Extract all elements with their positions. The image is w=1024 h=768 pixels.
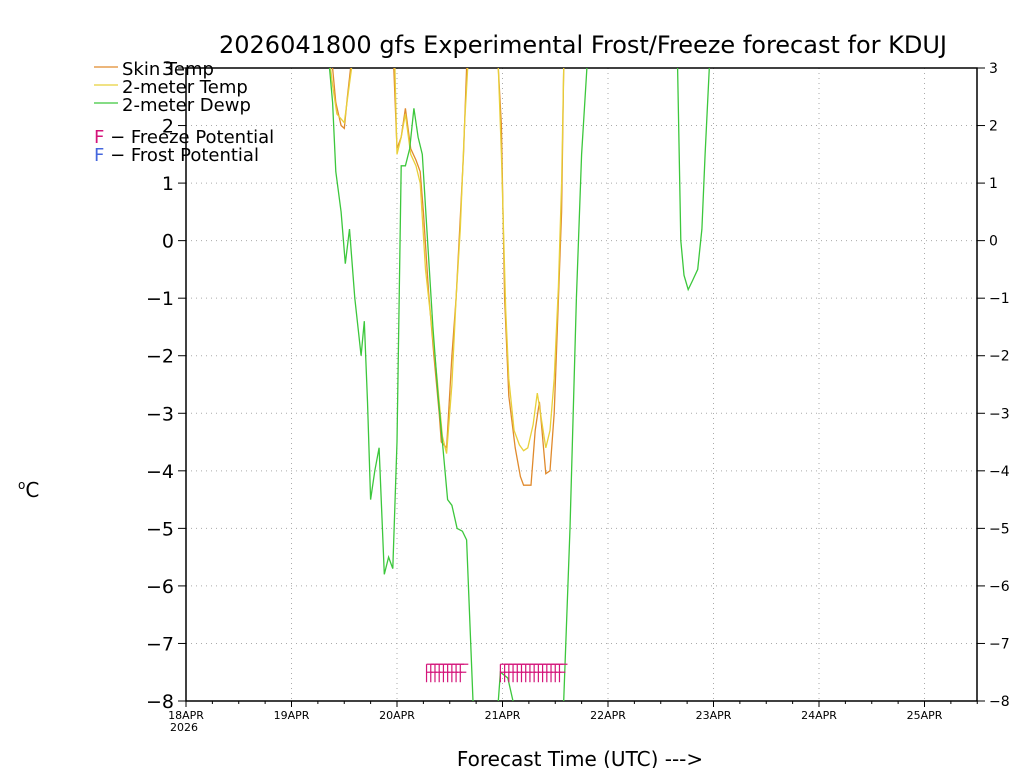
x-tick-label: 22APR xyxy=(590,709,626,722)
y-tick-label-right: 1 xyxy=(989,176,998,192)
legend-symbol: F xyxy=(94,127,104,148)
y-tick-label: 2 xyxy=(162,116,174,138)
y-tick-label-right: 2 xyxy=(989,119,998,135)
legend-description: − Freeze Potential xyxy=(104,127,274,148)
x-axis-label: Forecast Time (UTC) ---> xyxy=(457,747,703,768)
y-tick-label: −1 xyxy=(146,288,174,310)
y-tick-label-right: −8 xyxy=(989,694,1010,710)
y-tick-label: −3 xyxy=(146,403,174,425)
y-tick-label: −4 xyxy=(146,461,174,483)
y-tick-label-right: 3 xyxy=(989,61,998,77)
y-tick-label-right: −6 xyxy=(989,579,1010,595)
y-axis-unit-letter: C xyxy=(25,478,39,502)
y-axis-left: 3 2 1 0 −1 −2 −3 −4 −5 −6 −7 −8 xyxy=(146,58,186,713)
y-tick-label-right: −4 xyxy=(989,464,1010,480)
legend-label: 2-meter Dewp xyxy=(122,95,251,116)
series-line-2-meter-dewp xyxy=(676,67,710,292)
y-tick-label-right: −1 xyxy=(989,291,1010,307)
y-tick-label: −5 xyxy=(146,518,174,540)
legend-description: − Frost Potential xyxy=(104,145,259,166)
series-line-2-meter-temp xyxy=(329,67,353,125)
legend-label: F − Freeze Potential xyxy=(94,127,274,148)
y-tick-label-right: −5 xyxy=(989,521,1010,537)
legend-label: 2-meter Temp xyxy=(122,77,248,98)
y-tick-label: −8 xyxy=(146,691,174,713)
y-axis-right: 3 2 1 0 −1 −2 −3 −4 −5 −6 −7 −8 xyxy=(977,61,1010,710)
freeze-markers xyxy=(425,663,568,683)
x-tick-label: 23APR xyxy=(696,709,732,722)
y-tick-label: 1 xyxy=(162,173,174,195)
chart-title: 2026041800 gfs Experimental Frost/Freeze… xyxy=(219,31,947,59)
y-tick-label: 0 xyxy=(162,231,174,253)
y-tick-label-right: −7 xyxy=(989,636,1010,652)
legend-label: Skin Temp xyxy=(122,59,214,80)
y-tick-label: −7 xyxy=(146,633,174,655)
freeze-marker xyxy=(459,663,469,683)
series-line-2-meter-temp xyxy=(394,67,469,454)
freeze-marker xyxy=(558,663,568,683)
legend-symbol: F xyxy=(94,145,104,166)
series-line-2-meter-temp xyxy=(497,67,565,452)
x-tick-label: 24APR xyxy=(801,709,837,722)
x-tick-label: 19APR xyxy=(274,709,310,722)
y-tick-label: 3 xyxy=(162,58,174,80)
series-line-2-meter-dewp xyxy=(563,67,588,702)
y-tick-label: −6 xyxy=(146,576,174,598)
y-tick-label-right: 0 xyxy=(989,234,998,250)
y-tick-label: −2 xyxy=(146,346,174,368)
x-year-label: 2026 xyxy=(170,721,198,734)
x-tick-label: 20APR xyxy=(379,709,415,722)
y-tick-label-right: −2 xyxy=(989,349,1010,365)
series-line-2-meter-dewp xyxy=(328,67,474,702)
x-tick-label: 21APR xyxy=(485,709,521,722)
series-layer xyxy=(328,67,710,702)
legend-label: F − Frost Potential xyxy=(94,145,259,166)
series-line-skin-temp xyxy=(497,67,565,486)
x-tick-label: 25APR xyxy=(907,709,943,722)
x-axis: 18APR 19APR 20APR 21APR 22APR 23APR 24APR 25APR xyxy=(168,701,978,722)
x-tick-label: 18APR xyxy=(168,709,204,722)
series-line-skin-temp xyxy=(393,67,468,450)
y-axis-unit: oC xyxy=(18,478,39,502)
y-tick-label-right: −3 xyxy=(989,406,1010,422)
y-axis-degree: o xyxy=(18,478,25,492)
